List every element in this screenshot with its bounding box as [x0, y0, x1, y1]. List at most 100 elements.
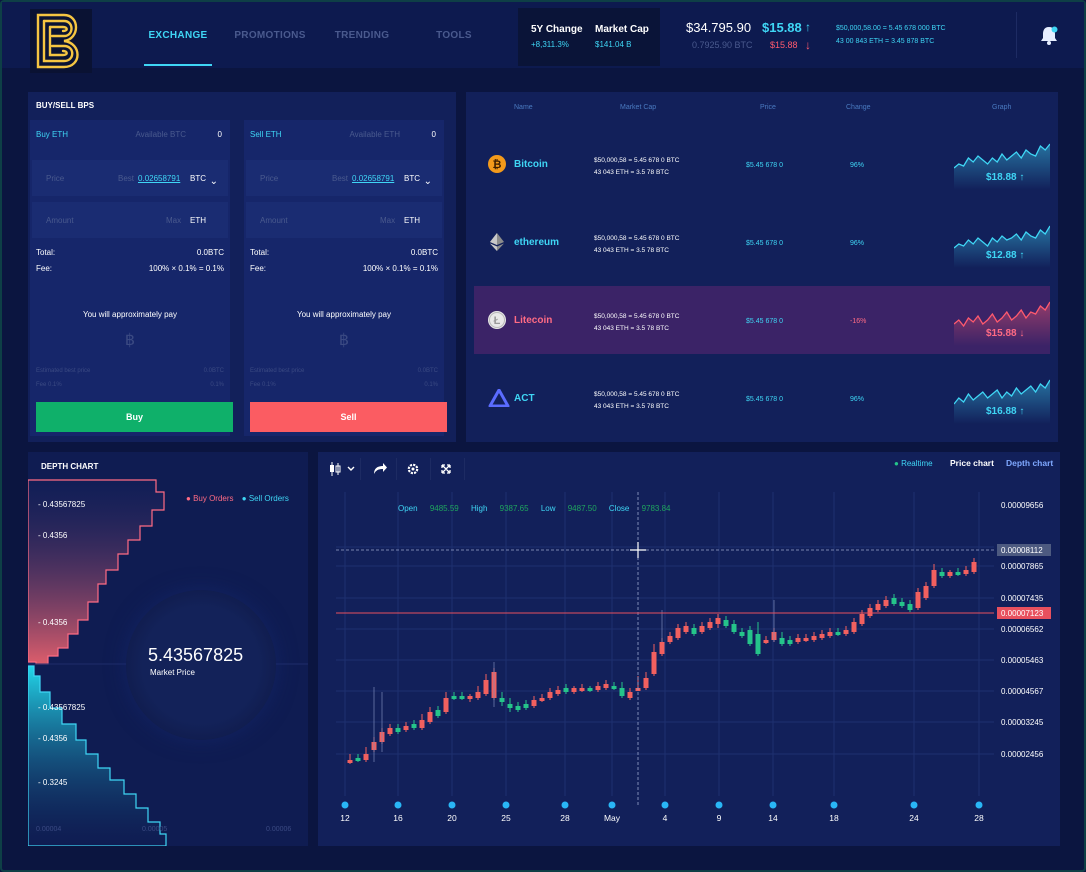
- buy-column: Buy ETH Available BTC 0 Price Best 0.0265…: [30, 120, 230, 436]
- graph-value: $15.88 ↓: [986, 328, 1025, 339]
- candle-body: [603, 684, 609, 688]
- price-high: $15.88: [762, 20, 802, 35]
- candle-body: [403, 726, 409, 730]
- market-cap-eth: 43 043 ETH = 3.5 78 BTC: [594, 247, 669, 254]
- candle-body: [939, 572, 945, 576]
- candle-body: [787, 640, 793, 644]
- settings-button[interactable]: [399, 458, 427, 480]
- buy-sell-panel: BUY/SELL BPS Buy ETH Available BTC 0 Pri…: [28, 92, 456, 442]
- candle-body: [731, 624, 737, 632]
- candle-body: [747, 630, 753, 644]
- nav-promotions[interactable]: PROMOTIONS: [234, 30, 306, 41]
- candle-body: [435, 710, 441, 716]
- stat-label: 5Y Change: [531, 24, 583, 35]
- candle-body: [523, 704, 529, 708]
- candle-body: [427, 712, 433, 722]
- candle-body: [515, 706, 521, 710]
- coin-price: $5.45 678 0: [746, 240, 783, 247]
- tab-price-chart[interactable]: Price chart: [950, 458, 994, 468]
- max-label: Max: [166, 216, 182, 225]
- toolbar-divider: [430, 458, 431, 480]
- market-row-litecoin[interactable]: Ł Litecoin $50,000,58 = 5.45 678 0 BTC 4…: [474, 286, 1050, 354]
- coin-price: $5.45 678 0: [746, 162, 783, 169]
- market-price-circle: [126, 590, 276, 740]
- candle-body: [723, 620, 729, 626]
- candle-type-button[interactable]: [326, 458, 355, 480]
- x-tick-label: 9: [717, 813, 722, 823]
- stat-market-cap: Market Cap $141.04 B: [595, 24, 649, 49]
- x-tick-dot: [341, 801, 349, 809]
- fullscreen-button[interactable]: [432, 458, 460, 480]
- realtime-label: Realtime: [901, 459, 933, 468]
- candle-body: [811, 636, 817, 640]
- toolbar-divider: [464, 458, 465, 480]
- y-tick-label: 0.00007435: [1001, 594, 1044, 603]
- candle-body: [691, 628, 697, 634]
- x-tick-dot: [561, 801, 569, 809]
- redo-button[interactable]: [365, 458, 393, 480]
- stat-value: +8,311.3%: [531, 40, 569, 49]
- candlestick-chart[interactable]: 0.000096560.000085620.000078650.00007435…: [318, 492, 1060, 846]
- fee-value: 100% × 0.1% = 0.1%: [148, 264, 224, 273]
- market-row-ethereum[interactable]: ethereum $50,000,58 = 5.45 678 0 BTC 43 …: [474, 208, 1050, 276]
- nav-tools[interactable]: TOOLS: [436, 30, 472, 41]
- candle-body: [683, 626, 689, 632]
- sell-eth-label: Sell ETH: [250, 130, 282, 139]
- bitcoin-symbol-icon: ฿: [124, 332, 136, 349]
- buy-amount-field[interactable]: Amount Max ETH: [32, 202, 228, 238]
- chevron-down-icon[interactable]: ⌄: [209, 176, 218, 187]
- x-tick-dot: [608, 801, 616, 809]
- buy-button[interactable]: Buy: [36, 402, 233, 432]
- market-cap-eth: 43 043 ETH = 3.5 78 BTC: [594, 403, 669, 410]
- ohlc-readout: Open 9485.59 High 9387.65 Low 9487.50 Cl…: [398, 504, 681, 513]
- x-tick-label: 28: [560, 813, 570, 823]
- nav-exchange[interactable]: EXCHANGE: [132, 2, 224, 68]
- x-tick-dot: [394, 801, 402, 809]
- col-header-change: Change: [846, 104, 871, 111]
- bitcoin-symbol-icon: ฿: [338, 332, 350, 349]
- sell-price-field[interactable]: Price Best 0.02658791 BTC ⌄: [246, 160, 442, 196]
- arrow-down-icon: ↓: [805, 38, 811, 52]
- candle-body: [803, 638, 809, 641]
- depth-chart-title: DEPTH CHART: [41, 462, 99, 471]
- col-header-price: Price: [760, 104, 776, 111]
- x-tick-dot: [661, 801, 669, 809]
- ohlc-close-label: Close: [608, 504, 630, 513]
- coin-name: ethereum: [514, 237, 560, 248]
- chevron-down-icon[interactable]: ⌄: [423, 176, 432, 187]
- realtime-indicator[interactable]: ● Realtime: [894, 459, 933, 468]
- market-row-bitcoin[interactable]: ₿ Bitcoin $50,000,58 = 5.45 678 0 BTC 43…: [474, 130, 1050, 198]
- graph-value: $16.88 ↑: [986, 406, 1025, 417]
- stats-box: 5Y Change +8,311.3% Market Cap $141.04 B: [518, 8, 660, 66]
- sparkline-area: [954, 144, 1050, 190]
- sell-button[interactable]: Sell: [250, 402, 447, 432]
- tab-depth-chart[interactable]: Depth chart: [1006, 458, 1054, 468]
- ohlc-high: High 9387.65: [471, 504, 529, 513]
- ohlc-close-value: 9783.84: [641, 504, 671, 513]
- candle-body: [899, 602, 905, 606]
- candle-body: [739, 632, 745, 636]
- market-row-act[interactable]: ACT $50,000,58 = 5.45 678 0 BTC 43 043 E…: [474, 364, 1050, 432]
- candle-body: [915, 592, 921, 608]
- coin-change: -16%: [850, 318, 867, 325]
- brand-logo[interactable]: [30, 9, 92, 73]
- depth-legend: ● Buy Orders ● Sell Orders: [186, 494, 289, 503]
- total-label: Total:: [250, 248, 270, 257]
- nav-trending[interactable]: TRENDING: [334, 30, 390, 41]
- x-tick-label: 4: [663, 813, 668, 823]
- fee-pct-value: 0.1%: [210, 382, 224, 388]
- y-tick-label: 0.00003245: [1001, 718, 1044, 727]
- best-value[interactable]: 0.02658791: [138, 174, 181, 183]
- sparkline-graph: [954, 379, 1050, 424]
- best-value[interactable]: 0.02658791: [352, 174, 395, 183]
- price-unit: BTC: [404, 174, 420, 183]
- coin-name: Litecoin: [514, 315, 553, 326]
- candle-body: [579, 688, 585, 691]
- sell-amount-field[interactable]: Amount Max ETH: [246, 202, 442, 238]
- notification-bell-icon[interactable]: [1038, 24, 1060, 46]
- market-table-panel: Name Market Cap Price Change Graph ₿ Bit…: [466, 92, 1058, 442]
- x-tick-dot: [502, 801, 510, 809]
- buy-price-field[interactable]: Price Best 0.02658791 BTC ⌄: [32, 160, 228, 196]
- col-header-market-cap: Market Cap: [620, 104, 657, 111]
